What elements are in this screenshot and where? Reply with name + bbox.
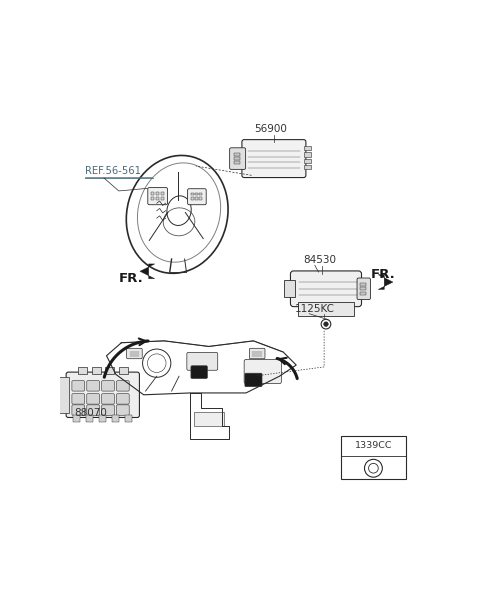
FancyBboxPatch shape xyxy=(191,366,207,379)
Text: 1339CC: 1339CC xyxy=(355,442,392,451)
Bar xyxy=(161,197,164,200)
FancyBboxPatch shape xyxy=(87,405,99,415)
Bar xyxy=(341,436,406,479)
Bar xyxy=(304,152,311,157)
Bar xyxy=(304,146,311,151)
Bar xyxy=(304,159,311,163)
FancyBboxPatch shape xyxy=(244,359,281,384)
FancyBboxPatch shape xyxy=(102,405,114,415)
FancyBboxPatch shape xyxy=(87,394,99,404)
Bar xyxy=(86,415,93,422)
Text: REF.56-561: REF.56-561 xyxy=(85,166,141,176)
Bar xyxy=(119,367,128,374)
FancyBboxPatch shape xyxy=(102,394,114,404)
FancyBboxPatch shape xyxy=(357,278,371,299)
FancyBboxPatch shape xyxy=(72,381,84,391)
FancyBboxPatch shape xyxy=(117,405,129,415)
Bar xyxy=(360,292,366,295)
Bar xyxy=(234,161,240,164)
FancyBboxPatch shape xyxy=(72,394,84,404)
Bar xyxy=(112,415,119,422)
Text: 84530: 84530 xyxy=(304,255,336,266)
Bar xyxy=(151,197,155,200)
FancyBboxPatch shape xyxy=(187,352,218,370)
Circle shape xyxy=(324,322,328,326)
FancyBboxPatch shape xyxy=(72,405,84,415)
FancyBboxPatch shape xyxy=(245,373,262,387)
Bar xyxy=(151,192,155,195)
Bar xyxy=(191,193,194,195)
FancyBboxPatch shape xyxy=(284,280,295,297)
Bar xyxy=(156,192,159,195)
Bar xyxy=(99,415,106,422)
FancyBboxPatch shape xyxy=(127,348,142,359)
FancyBboxPatch shape xyxy=(249,348,265,359)
FancyBboxPatch shape xyxy=(117,381,129,391)
Bar xyxy=(304,165,311,169)
Text: 56900: 56900 xyxy=(254,125,287,134)
Bar xyxy=(156,197,159,200)
Bar xyxy=(360,287,366,290)
Text: 88070: 88070 xyxy=(74,408,107,418)
Bar xyxy=(199,193,202,195)
Bar xyxy=(125,415,132,422)
Bar xyxy=(105,367,114,374)
Bar xyxy=(78,367,87,374)
FancyBboxPatch shape xyxy=(188,189,206,204)
Text: FR.: FR. xyxy=(371,268,396,281)
FancyBboxPatch shape xyxy=(290,271,361,307)
Text: FR.: FR. xyxy=(119,272,144,285)
Polygon shape xyxy=(140,264,155,279)
Bar xyxy=(161,192,164,195)
FancyBboxPatch shape xyxy=(148,188,168,204)
Bar xyxy=(195,193,198,195)
FancyBboxPatch shape xyxy=(242,140,306,177)
Bar xyxy=(360,283,366,286)
FancyBboxPatch shape xyxy=(117,394,129,404)
FancyBboxPatch shape xyxy=(87,381,99,391)
Bar xyxy=(73,415,80,422)
Text: 1125KC: 1125KC xyxy=(294,304,335,314)
Bar xyxy=(194,411,224,427)
FancyBboxPatch shape xyxy=(298,302,354,316)
Bar xyxy=(234,154,240,156)
Polygon shape xyxy=(378,275,393,289)
FancyBboxPatch shape xyxy=(59,377,70,413)
Bar xyxy=(199,197,202,200)
FancyBboxPatch shape xyxy=(66,372,139,417)
Bar xyxy=(195,197,198,200)
Bar xyxy=(191,197,194,200)
FancyBboxPatch shape xyxy=(229,148,246,169)
Bar xyxy=(234,157,240,160)
Bar xyxy=(92,367,100,374)
FancyBboxPatch shape xyxy=(102,381,114,391)
